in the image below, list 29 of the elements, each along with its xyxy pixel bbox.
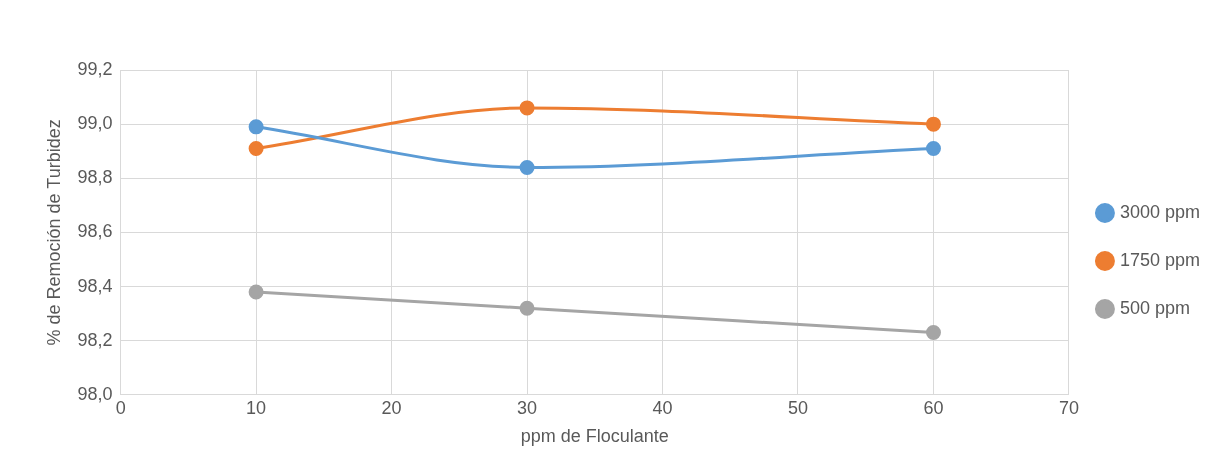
point — [519, 300, 535, 316]
x-tick-label: 60 — [923, 397, 944, 418]
x-axis-title: ppm de Floculante — [520, 426, 669, 447]
y-tick-label: 98,6 — [77, 221, 113, 242]
x-tick-label: 70 — [1058, 397, 1079, 418]
legend-label: 3000 ppm — [1119, 201, 1200, 222]
point — [925, 325, 941, 341]
x-tick-label: 0 — [115, 397, 126, 418]
x-tick-label: 40 — [652, 397, 673, 418]
point — [519, 100, 535, 116]
y-tick-label: 98,4 — [77, 275, 113, 296]
legend-label: 1750 ppm — [1119, 249, 1200, 270]
legend-label: 500 ppm — [1119, 297, 1190, 318]
x-tick-label: 50 — [787, 397, 809, 418]
x-tick-label: 30 — [517, 397, 538, 418]
y-tick-label: 99,0 — [77, 113, 113, 134]
point — [248, 119, 264, 135]
x-tick-label: 10 — [246, 397, 267, 418]
y-axis-title: % de Remoción de Turbidez — [43, 119, 64, 346]
point — [519, 159, 535, 175]
y-tick-label: 98,8 — [77, 167, 113, 188]
point — [248, 140, 264, 156]
point — [248, 284, 264, 300]
y-tick-label: 98,2 — [77, 329, 113, 350]
y-tick-label: 99,2 — [77, 58, 113, 79]
point — [925, 116, 941, 132]
y-tick-label: 98,0 — [77, 383, 113, 404]
point — [925, 140, 941, 156]
x-tick-label: 20 — [381, 397, 402, 418]
